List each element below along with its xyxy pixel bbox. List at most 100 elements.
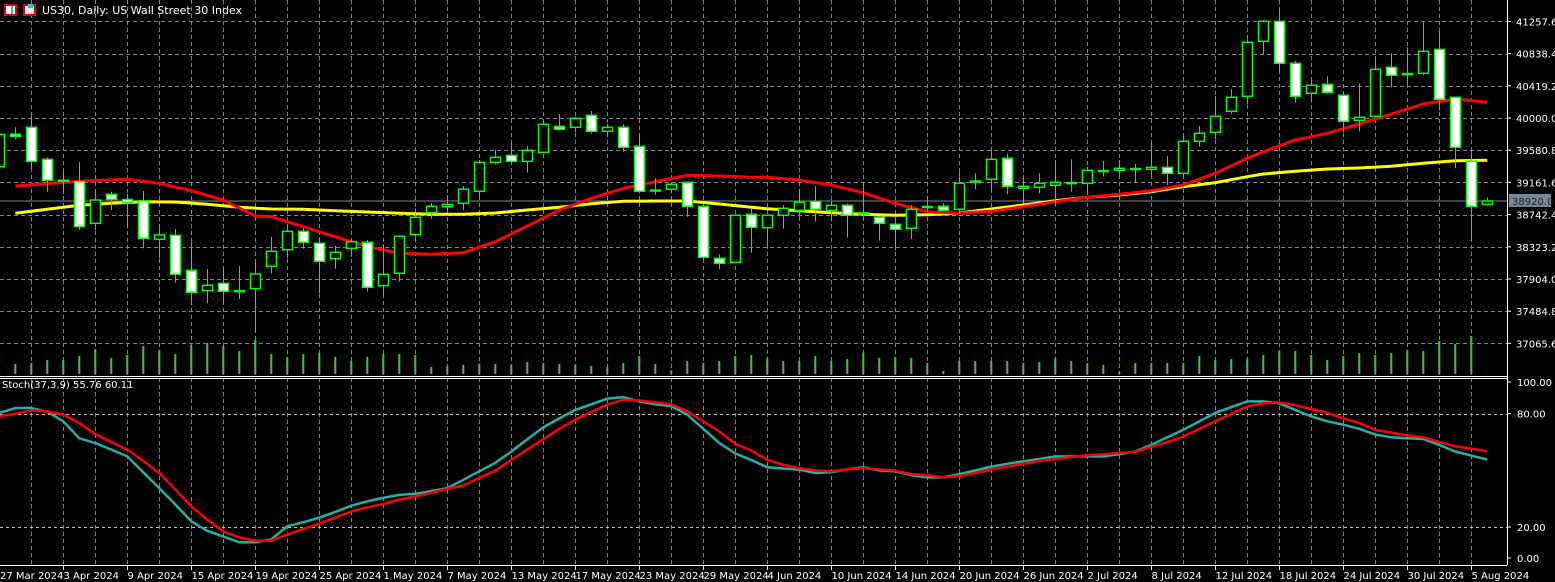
time-label: 14 Jun 2024 [896, 571, 956, 582]
candle [1225, 89, 1238, 114]
candle [745, 208, 758, 253]
candle [1385, 53, 1398, 88]
stoch-main-line [0, 395, 1488, 544]
candle-body [825, 204, 838, 212]
time-label: 5 Aug 2024 [1472, 571, 1530, 582]
time-label: 24 Jul 2024 [1344, 571, 1401, 582]
chart-title: US30, Daily: US Wall Street 30 Index [42, 3, 243, 17]
candle [617, 124, 630, 152]
candle [265, 236, 278, 274]
volume-bar [462, 365, 465, 374]
candle-body [1321, 83, 1334, 94]
candle [889, 220, 902, 251]
candle [953, 172, 966, 214]
volume-bar [206, 343, 209, 374]
candle [281, 225, 294, 259]
candle [329, 246, 342, 269]
candle [297, 228, 310, 249]
candle-body [649, 189, 662, 192]
candle-body [137, 199, 150, 240]
volume-bar [830, 361, 833, 374]
moving-averages [0, 97, 1507, 256]
current-price-tag [1509, 193, 1551, 207]
chart-window-icon[interactable] [4, 4, 17, 16]
candle [1001, 153, 1014, 195]
volume-bar [1006, 361, 1009, 374]
candle-body [1369, 68, 1382, 118]
candle-body [1401, 72, 1414, 76]
candle-body [1385, 66, 1398, 77]
candle-body [25, 126, 38, 163]
candle-body [1417, 50, 1430, 75]
time-label: 1 May 2024 [384, 571, 443, 582]
volume-bar [302, 354, 305, 374]
candle [137, 191, 150, 249]
candle [841, 203, 854, 238]
candle-body [1433, 48, 1446, 101]
candle-body [441, 203, 454, 208]
candle-body [1273, 20, 1286, 65]
time-label: 23 May 2024 [640, 571, 705, 582]
candle [41, 157, 54, 192]
candle [489, 150, 502, 165]
candle-body [1097, 169, 1110, 173]
candle-body [905, 208, 918, 230]
candle [1337, 91, 1350, 133]
candle-body [857, 212, 870, 215]
candle [1369, 58, 1382, 118]
candle-body [1113, 167, 1126, 172]
candle [1433, 31, 1446, 111]
candle [1353, 83, 1366, 132]
time-label: 20 Jun 2024 [960, 571, 1020, 582]
candle [361, 239, 374, 292]
volume-bar [14, 364, 17, 374]
stochastic-oscillator [0, 395, 1488, 544]
symbol-properties-icon[interactable] [23, 4, 36, 16]
candle-body [921, 205, 934, 209]
candle [809, 185, 822, 222]
candle-body [9, 133, 22, 138]
candle-body [1017, 185, 1030, 190]
candle-body [1337, 94, 1350, 123]
candle [1273, 10, 1286, 73]
candle-body [73, 180, 86, 228]
candle [937, 203, 950, 212]
volume-bar [1374, 355, 1377, 374]
candle [505, 141, 518, 164]
volume-bar [158, 350, 161, 374]
volume-bar [878, 358, 881, 374]
volume-bar [1294, 351, 1297, 374]
candle [1465, 149, 1478, 242]
candle-body [377, 273, 390, 287]
candle [233, 266, 246, 300]
volume-bar [590, 366, 593, 374]
candle-body [1449, 96, 1462, 149]
candle-body [313, 242, 326, 263]
candle-body [777, 207, 790, 217]
candle [1129, 164, 1142, 183]
candle-body [409, 216, 422, 236]
volume-bar [526, 362, 529, 374]
candle-body [1241, 41, 1254, 98]
volume-bar [478, 364, 481, 374]
volume-bar [1454, 344, 1457, 374]
time-label: 18 Jul 2024 [1280, 571, 1337, 582]
candle [1145, 141, 1158, 175]
time-label: 8 Jul 2024 [1152, 571, 1202, 582]
candle-body [1145, 166, 1158, 171]
candle [905, 205, 918, 239]
volume-bar [430, 367, 433, 374]
candle [441, 195, 454, 212]
candle-body [297, 230, 310, 244]
time-label: 12 Jul 2024 [1216, 571, 1273, 582]
volume-bar [1278, 351, 1281, 374]
price-label: 37484.8 [1516, 307, 1555, 318]
volume-bar [1150, 363, 1153, 374]
candle [1305, 80, 1318, 103]
time-label: 17 May 2024 [576, 571, 641, 582]
volume-bar [350, 361, 353, 374]
candle [1049, 160, 1062, 204]
stoch-axis-label: 80.00 [1517, 410, 1546, 421]
